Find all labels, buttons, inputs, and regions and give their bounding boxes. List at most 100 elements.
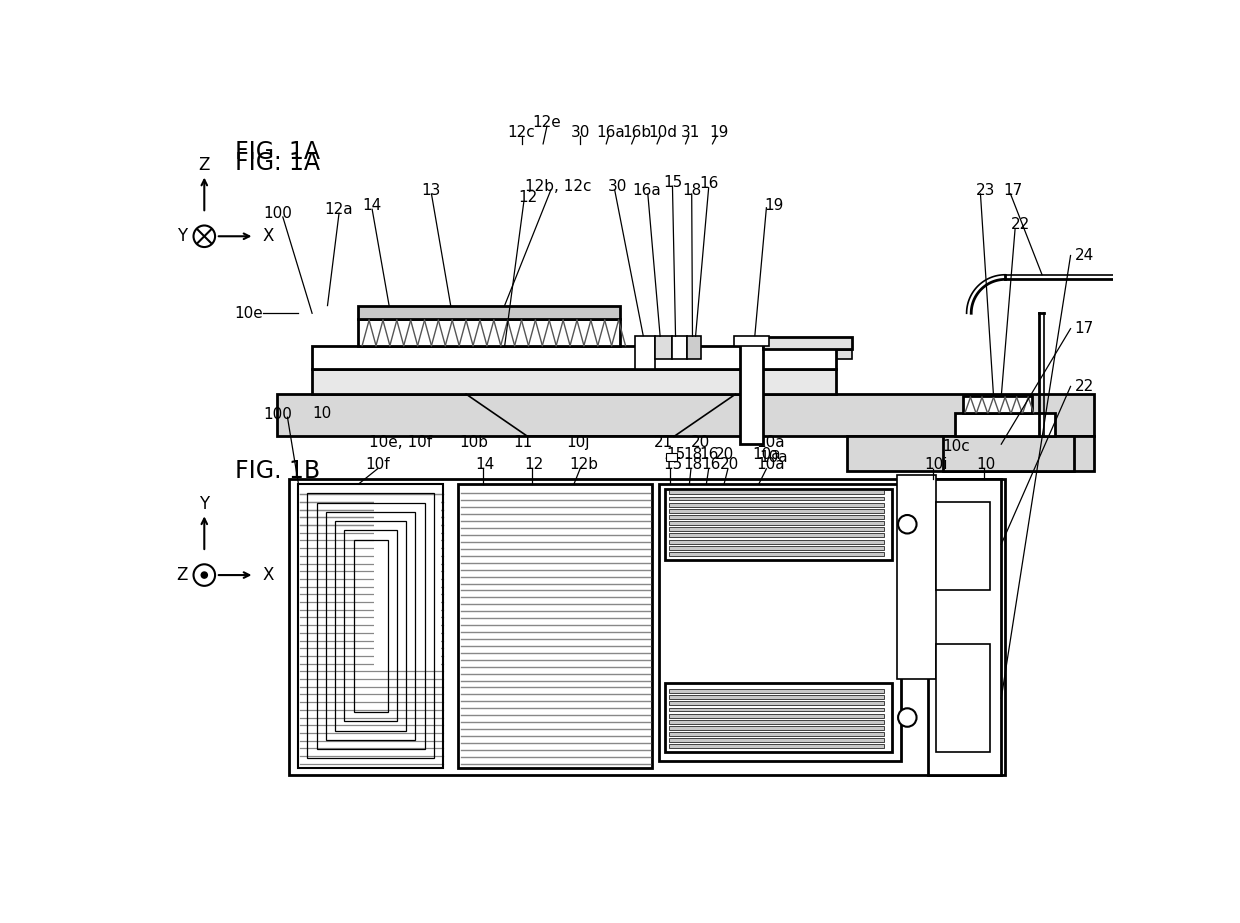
Text: 10b: 10b	[459, 435, 489, 450]
Text: 15: 15	[663, 458, 682, 473]
Bar	[668, 521, 884, 525]
Bar	[326, 512, 415, 740]
Text: 14: 14	[476, 458, 495, 473]
Text: 10a: 10a	[760, 450, 789, 465]
Text: 10i: 10i	[924, 458, 947, 473]
Bar	[459, 485, 652, 768]
Text: 10a: 10a	[753, 448, 781, 462]
Bar	[316, 503, 424, 749]
Bar	[955, 414, 1055, 437]
Text: 24: 24	[1074, 248, 1094, 263]
Bar	[668, 708, 884, 712]
Bar	[668, 745, 884, 749]
Text: 16: 16	[699, 176, 718, 191]
Bar	[665, 683, 892, 752]
Bar	[635, 336, 655, 369]
Bar	[898, 475, 936, 679]
Bar	[665, 489, 892, 559]
Bar	[668, 515, 884, 519]
Text: 20: 20	[719, 458, 739, 473]
Bar	[299, 485, 443, 768]
Text: 30: 30	[570, 125, 590, 139]
Bar	[353, 540, 388, 713]
Text: 10d: 10d	[649, 125, 678, 139]
Bar	[373, 498, 441, 667]
Text: 21: 21	[653, 435, 673, 450]
Text: 18: 18	[682, 183, 702, 198]
Circle shape	[898, 708, 916, 726]
Bar	[345, 531, 397, 722]
Text: 12b: 12b	[569, 458, 599, 473]
Text: 16b: 16b	[622, 125, 651, 139]
Text: 10j: 10j	[565, 435, 589, 450]
Text: 10e: 10e	[234, 306, 263, 321]
Bar	[358, 306, 620, 319]
Text: Z: Z	[198, 156, 210, 174]
Bar	[658, 485, 901, 761]
Bar	[668, 732, 884, 736]
Bar	[668, 552, 884, 556]
Bar	[962, 397, 1032, 414]
Text: 16: 16	[699, 448, 719, 462]
Bar	[944, 437, 1074, 471]
Circle shape	[201, 572, 207, 578]
Text: 23: 23	[976, 183, 996, 198]
Text: 10f: 10f	[366, 458, 389, 473]
Text: 10e, 10f: 10e, 10f	[370, 435, 433, 450]
Bar	[687, 336, 701, 359]
Text: FIG. 1A: FIG. 1A	[236, 139, 320, 163]
Bar	[668, 720, 884, 724]
Text: 16a: 16a	[632, 183, 661, 198]
Bar	[668, 726, 884, 730]
Text: 13: 13	[422, 183, 441, 198]
Text: 16: 16	[702, 458, 720, 473]
Bar	[668, 713, 884, 717]
Text: 20: 20	[714, 448, 734, 462]
Bar	[668, 533, 884, 537]
Bar	[312, 346, 836, 369]
Bar	[936, 644, 990, 752]
Bar	[764, 350, 852, 359]
Bar	[655, 336, 672, 359]
Bar	[847, 437, 1094, 471]
Bar	[668, 509, 884, 512]
Text: Z: Z	[176, 566, 187, 584]
Text: 17: 17	[1074, 321, 1094, 336]
Bar	[672, 336, 687, 359]
Bar	[668, 689, 884, 693]
Bar	[734, 336, 770, 346]
Bar	[308, 494, 434, 759]
Text: 10c: 10c	[942, 439, 971, 454]
Text: 15: 15	[666, 448, 686, 462]
Bar	[668, 490, 884, 494]
Text: Y: Y	[200, 496, 210, 513]
Bar	[740, 344, 764, 444]
Bar	[936, 502, 990, 591]
Text: X: X	[263, 566, 274, 584]
Bar	[668, 503, 884, 507]
Text: 20: 20	[692, 435, 711, 450]
Text: 100: 100	[263, 407, 291, 423]
Text: 12: 12	[518, 190, 537, 205]
Bar	[668, 545, 884, 550]
Text: X: X	[263, 227, 274, 246]
Bar	[312, 369, 836, 394]
Text: 30: 30	[608, 179, 627, 194]
Text: 19: 19	[764, 198, 784, 213]
Bar	[668, 701, 884, 705]
Text: 11: 11	[513, 435, 533, 450]
Text: 12b, 12c: 12b, 12c	[526, 179, 591, 194]
Text: 10: 10	[976, 458, 996, 473]
Bar	[764, 337, 852, 350]
Bar	[668, 527, 884, 531]
Bar	[668, 738, 884, 742]
Bar	[289, 479, 1006, 775]
Text: 18: 18	[683, 458, 703, 473]
Text: 22: 22	[1074, 379, 1094, 394]
Bar	[928, 479, 1001, 775]
Bar	[668, 540, 884, 544]
Text: FIG. 1A: FIG. 1A	[236, 151, 320, 175]
Text: FIG. 1B: FIG. 1B	[236, 459, 320, 483]
Bar	[335, 521, 405, 731]
Bar	[278, 394, 1094, 437]
